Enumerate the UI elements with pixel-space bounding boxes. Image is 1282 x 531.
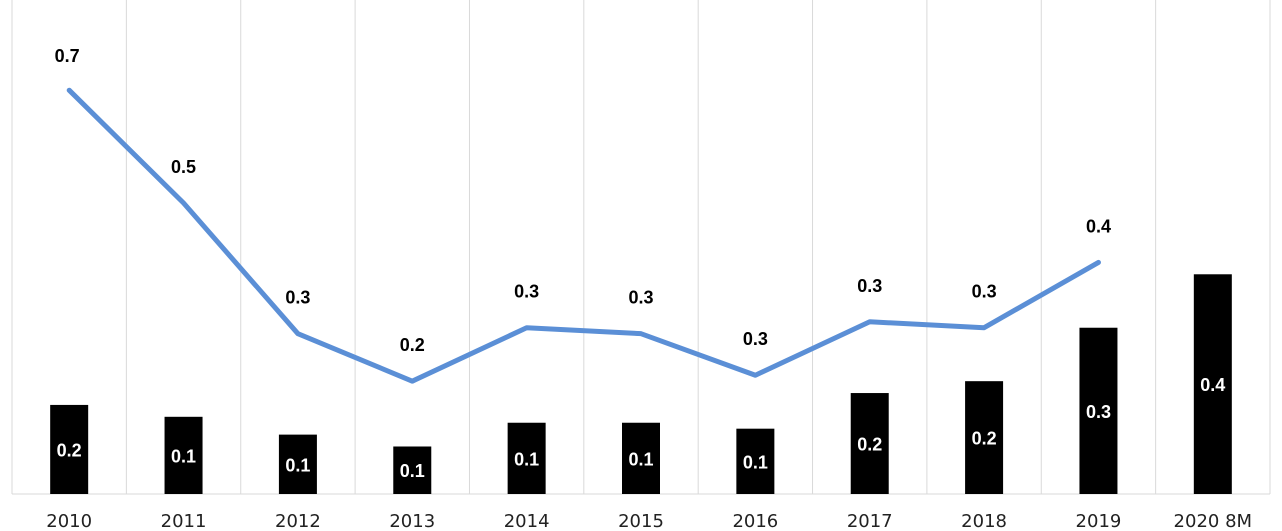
x-tick-label: 2019	[1076, 511, 1122, 531]
x-tick-label: 2011	[161, 511, 207, 531]
bar-data-label: 0.1	[514, 449, 539, 469]
bar	[164, 416, 203, 494]
x-tick-label: 2016	[732, 511, 778, 531]
line-data-label: 0.3	[514, 282, 539, 302]
bar-data-label: 0.2	[857, 435, 882, 455]
bar	[393, 446, 432, 494]
bar-labels: 0.2 0.1 0.1 0.1 0.1 0.1 0.1 0.2 0.2 0.3 0.4	[57, 375, 1226, 481]
bar-data-label: 0.1	[743, 452, 768, 472]
line-data-label: 0.3	[743, 329, 768, 349]
x-tick-label: 2013	[389, 511, 435, 531]
bar-data-label: 0.1	[171, 446, 196, 466]
x-tick-label: 2018	[961, 511, 1007, 531]
bar	[965, 381, 1004, 494]
line-data-label: 0.5	[171, 157, 196, 177]
line-data-label: 0.7	[55, 46, 80, 66]
line-series	[66, 87, 1101, 384]
line-data-label: 0.2	[400, 335, 425, 355]
bar	[622, 422, 660, 494]
bar-series	[50, 274, 1232, 494]
bar-data-label: 0.1	[628, 449, 653, 469]
x-tick-label: 2015	[618, 511, 664, 531]
bar	[736, 428, 775, 494]
grid-lines	[11, 0, 1271, 494]
bar-data-label: 0.1	[400, 461, 425, 481]
x-tick-label: 2012	[275, 511, 321, 531]
bar	[1079, 327, 1118, 494]
line-labels: 0.7 0.5 0.3 0.2 0.3 0.3 0.3 0.3 0.3 0.4	[55, 46, 1111, 355]
x-tick-label: 2017	[847, 511, 893, 531]
x-tick-label: 2020 8M	[1174, 511, 1253, 531]
bar-data-label: 0.1	[285, 455, 310, 475]
line-data-label: 0.3	[857, 276, 882, 296]
bar	[850, 393, 889, 494]
bar-data-label: 0.2	[57, 440, 82, 460]
line-data-label: 0.3	[972, 282, 997, 302]
bar-data-label: 0.3	[1086, 402, 1111, 422]
line-data-label: 0.4	[1086, 216, 1111, 236]
bar-data-label: 0.2	[972, 429, 997, 449]
x-tick-label: 2014	[504, 511, 550, 531]
line-data-label: 0.3	[628, 288, 653, 308]
x-tick-label: 2010	[46, 511, 92, 531]
line-data-label: 0.3	[285, 288, 310, 308]
bar-data-label: 0.4	[1200, 375, 1225, 395]
bar	[50, 404, 89, 494]
bar	[278, 434, 317, 494]
bar	[507, 422, 546, 494]
x-tick-labels: 2010 2011 2012 2013 2014 2015 2016 2017 2018 2019…	[46, 511, 1252, 531]
bar	[1193, 274, 1232, 494]
